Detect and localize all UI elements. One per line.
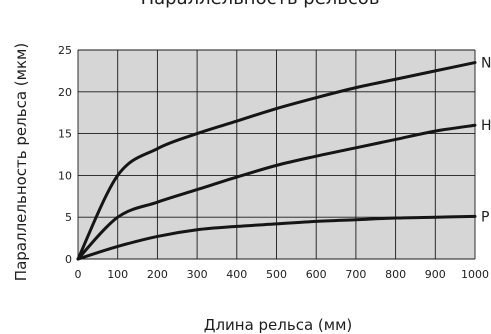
x-axis-label: Длина рельса (мм) (204, 316, 353, 334)
x-tick-label: 100 (107, 268, 128, 281)
y-tick-label: 5 (65, 211, 72, 224)
series-lines (76, 61, 477, 261)
series-line-P (76, 214, 477, 261)
x-tick-label: 0 (75, 268, 82, 281)
x-tick-labels: 0 100 200 300 400 500 600 700 800 900 1000 (75, 268, 490, 281)
series-label-P: P (481, 209, 489, 225)
series-line-N (76, 61, 477, 261)
y-tick-labels: 0 5 10 15 20 25 (58, 44, 72, 266)
x-tick-label: 800 (385, 268, 406, 281)
x-tick-label: 200 (147, 268, 168, 281)
y-tick-label: 10 (58, 169, 72, 182)
x-tick-label: 400 (226, 268, 247, 281)
series-label-H: H (481, 118, 491, 134)
series-labels: N H P (481, 56, 491, 226)
x-tick-label: 300 (187, 268, 208, 281)
y-tick-label: 25 (58, 44, 72, 57)
y-axis-label: Параллельность рельса (мкм) (12, 43, 30, 281)
x-tick-label: 700 (345, 268, 366, 281)
x-tick-label: 900 (425, 268, 446, 281)
x-tick-label: 1000 (461, 268, 489, 281)
x-tick-label: 600 (306, 268, 327, 281)
y-tick-label: 20 (58, 86, 72, 99)
series-line-H (76, 123, 477, 261)
chart-title: Параллельность рельсов (141, 0, 380, 9)
y-tick-label: 15 (58, 128, 72, 141)
grid (77, 49, 476, 260)
y-tick-label: 0 (65, 253, 72, 266)
series-label-N: N (481, 56, 491, 72)
x-tick-label: 500 (266, 268, 287, 281)
